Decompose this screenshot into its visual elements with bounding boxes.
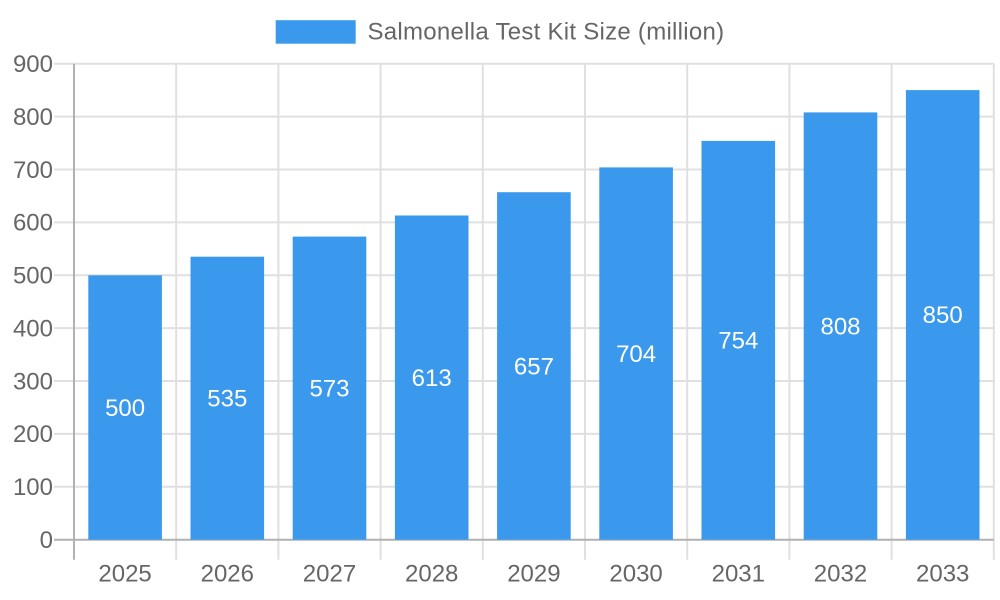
svg-text:704: 704 (616, 341, 656, 368)
svg-text:754: 754 (718, 328, 758, 355)
svg-text:100: 100 (13, 474, 53, 501)
svg-text:900: 900 (13, 51, 53, 78)
svg-text:850: 850 (923, 302, 963, 329)
svg-text:400: 400 (13, 315, 53, 342)
svg-text:535: 535 (207, 386, 247, 413)
svg-text:0: 0 (40, 527, 53, 554)
svg-text:2028: 2028 (405, 560, 458, 587)
svg-text:Salmonella Test Kit Size (mill: Salmonella Test Kit Size (million) (368, 18, 725, 45)
svg-text:300: 300 (13, 368, 53, 395)
svg-text:657: 657 (514, 353, 554, 380)
svg-text:2033: 2033 (916, 560, 969, 587)
svg-text:2027: 2027 (303, 560, 356, 587)
svg-text:600: 600 (13, 210, 53, 237)
svg-text:613: 613 (412, 365, 452, 392)
svg-text:2031: 2031 (712, 560, 765, 587)
svg-text:2026: 2026 (201, 560, 254, 587)
svg-text:500: 500 (13, 263, 53, 290)
svg-text:808: 808 (820, 313, 860, 340)
svg-text:573: 573 (309, 376, 349, 403)
svg-text:800: 800 (13, 104, 53, 131)
svg-text:2025: 2025 (98, 560, 151, 587)
svg-text:2032: 2032 (814, 560, 867, 587)
svg-text:700: 700 (13, 157, 53, 184)
svg-text:200: 200 (13, 421, 53, 448)
svg-text:2029: 2029 (507, 560, 560, 587)
svg-text:500: 500 (105, 395, 145, 422)
svg-text:2030: 2030 (609, 560, 662, 587)
